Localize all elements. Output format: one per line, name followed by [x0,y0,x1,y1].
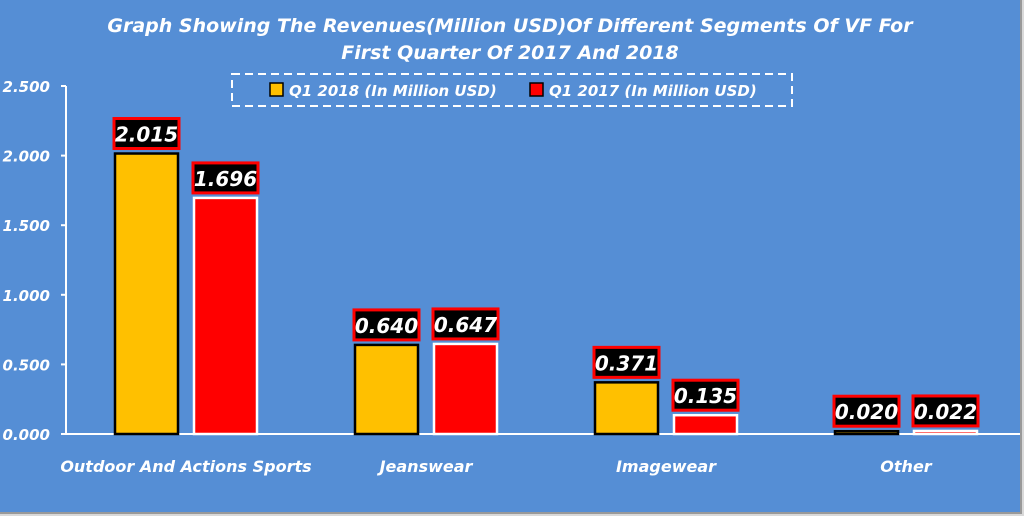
y-tick-label: 0.000 [3,426,50,444]
legend-label-0: Q1 2018 (In Million USD) [289,82,497,100]
data-label-box [431,307,500,341]
x-category-label: Imagewear [616,457,717,476]
bar-q1-2018 [833,429,900,436]
x-category-label: Outdoor And Actions Sports [60,457,311,476]
data-label: 0.022 [914,400,977,424]
x-category-label: Jeanswear [377,457,474,476]
y-tick-label: 1.500 [3,217,50,235]
x-category-label: Other [880,457,932,476]
data-label: 0.371 [595,351,658,375]
data-label: 0.020 [835,400,898,424]
data-label-box [592,345,661,379]
data-label: 0.640 [355,314,418,338]
y-tick-label: 0.500 [3,356,50,374]
y-tick-label: 2.000 [3,148,50,166]
data-label-box [191,161,260,195]
chart-title-line: First Quarter Of 2017 And 2018 [341,42,679,64]
bar-q1-2018 [113,152,180,436]
y-tick-label: 1.000 [3,287,50,305]
legend-label-1: Q1 2017 (In Million USD) [549,82,757,100]
bar-q1-2017 [672,413,739,436]
data-label: 0.647 [434,313,497,337]
data-label: 2.015 [115,123,178,147]
data-label-box [352,308,421,342]
data-label-box [671,378,740,412]
data-label: 1.696 [194,167,257,191]
y-tick-label: 2.500 [3,78,50,96]
legend-swatch-0 [269,82,284,97]
data-label-box [911,394,980,428]
chart-title-line: Graph Showing The Revenues(Million USD)O… [107,15,914,37]
bar-q1-2017 [432,342,499,436]
data-label-box [832,394,901,428]
data-label: 0.135 [674,384,737,408]
bar-q1-2017 [192,196,259,436]
bar-q1-2018 [593,381,660,436]
legend-swatch-1 [529,82,544,97]
bar-q1-2017 [912,429,979,436]
legend-box [231,73,793,107]
bar-q1-2018 [353,343,420,436]
data-label-box [112,117,181,151]
